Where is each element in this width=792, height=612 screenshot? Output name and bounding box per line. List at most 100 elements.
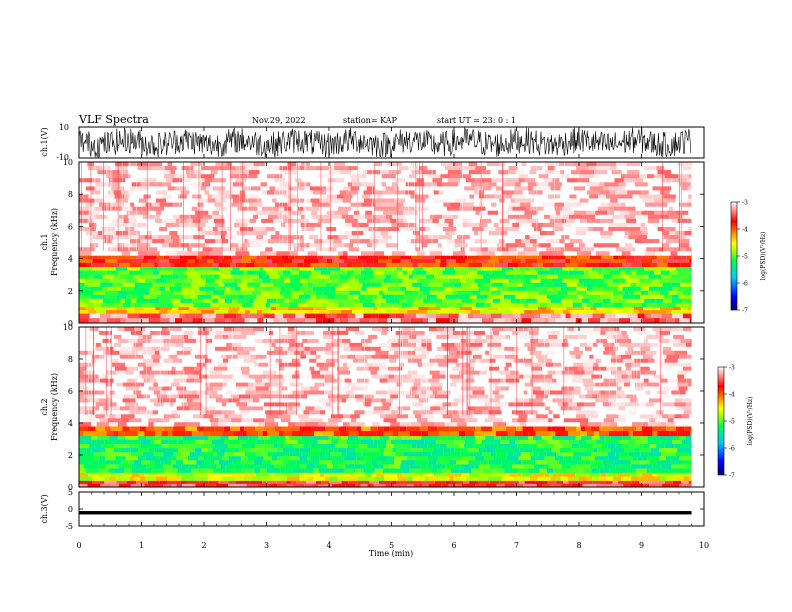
spectrogram-cell [468, 460, 481, 465]
spectrogram-cell [661, 452, 666, 457]
spectrogram-cell [630, 483, 644, 488]
spectrogram-cell [226, 231, 233, 236]
spectrogram-cell [435, 358, 448, 363]
spectrogram-cell [255, 444, 268, 449]
spectrogram-cell [515, 270, 526, 275]
spectrogram-cell [287, 346, 292, 352]
spectrogram-cell [686, 435, 692, 441]
spectrogram-cell [565, 262, 578, 267]
spectrogram-cell [269, 331, 274, 336]
colorbar-tick-label: -4 [742, 227, 748, 234]
spectrogram-cell [286, 480, 291, 485]
spectrogram-cell [316, 318, 323, 324]
spectrogram-cell [433, 186, 441, 191]
spectrogram-cell [255, 346, 261, 352]
spectrogram-cell [690, 374, 692, 379]
spectrogram-cell [173, 302, 180, 308]
spectrogram-cell [249, 331, 256, 336]
spectrogram-cell [690, 338, 692, 344]
spectrogram-cell [242, 206, 248, 212]
spectrogram-cell [145, 468, 152, 473]
spectrogram-cell [518, 262, 528, 267]
spectrogram-cell [392, 431, 399, 437]
spectrogram-cell [399, 346, 414, 352]
spectrogram-cell [171, 382, 180, 387]
spectrogram-cell [336, 472, 350, 477]
spectrogram-cell [330, 331, 337, 336]
spectrogram-cell [455, 298, 462, 304]
spectrogram-cell [273, 282, 285, 288]
spectrogram-cell [580, 218, 587, 224]
spectrogram-cell [435, 439, 448, 445]
spectrogram-cell [575, 472, 586, 477]
spectrogram-cell [508, 282, 518, 288]
spectrogram-cell [504, 202, 509, 207]
spectrogram-cell [474, 378, 489, 383]
spectrogram-cell [510, 298, 521, 304]
spectrogram-cell [582, 294, 594, 300]
spectrogram-cell [352, 460, 366, 465]
spectrogram-cell [218, 282, 225, 288]
spectrogram-cell [592, 476, 600, 481]
spectrogram-cell [470, 386, 485, 391]
spectrogram-cell [199, 480, 209, 485]
spectrogram-cell [611, 174, 622, 179]
spectrogram-cell [472, 298, 486, 304]
spectrogram-cell [392, 448, 397, 453]
spectrogram-cell [431, 218, 439, 224]
spectrogram-cell [428, 194, 434, 199]
spectrogram-cell [609, 247, 617, 252]
spectrogram-cell [412, 476, 425, 481]
spectrogram-cell [338, 439, 347, 445]
spectrogram-cell [133, 370, 140, 375]
spectrogram-cell [144, 472, 158, 477]
spectrogram-cell [195, 210, 209, 216]
spectrogram-cell [431, 342, 442, 348]
spectrogram-cell [316, 350, 325, 356]
spectrogram-cell [423, 318, 429, 324]
spectrogram-cell [269, 186, 276, 191]
spectrogram-cell [323, 366, 329, 371]
spectrogram-cell [238, 243, 243, 248]
spectrogram-cell [122, 426, 129, 432]
spectrogram-cell [113, 431, 119, 437]
spectrogram-cell [479, 255, 491, 260]
spectrogram-cell [79, 358, 92, 363]
spectrogram-cell [678, 294, 692, 300]
spectrogram-cell [187, 374, 199, 379]
spectrogram-cell [346, 439, 361, 445]
spectrogram-cell [491, 468, 505, 473]
spectrogram-cell [449, 460, 457, 465]
spectrogram-cell [309, 358, 317, 363]
spectrogram-cell [394, 435, 403, 441]
spectrogram-cell [161, 366, 172, 371]
spectrogram-cell [571, 278, 579, 283]
spectrogram-cell [255, 331, 269, 336]
spectrogram-cell [571, 378, 583, 383]
spectrogram-cell [92, 255, 98, 260]
spectrogram-cell [264, 286, 273, 292]
spectrogram-cell [334, 166, 348, 171]
spectrogram-cell [189, 444, 195, 449]
spectrogram-cell [467, 222, 480, 228]
spectrogram-cell [309, 170, 315, 175]
spectrogram-cell [347, 166, 358, 171]
spectrogram-cell [156, 182, 163, 187]
spectrogram-cell [519, 214, 533, 220]
spectrogram-cell [79, 306, 86, 311]
spectrogram-cell [675, 231, 685, 236]
spectrogram-cell [285, 439, 298, 445]
spectrogram-cell [543, 444, 554, 449]
spectrogram-cell [400, 464, 410, 469]
spectrogram-cell [140, 439, 151, 445]
spectrogram-cell [555, 350, 570, 356]
spectrogram-cell [474, 214, 483, 220]
spectrogram-cell [547, 166, 556, 171]
spectrogram-cell [383, 270, 394, 275]
spectrogram-cell [274, 472, 286, 477]
spectrogram-cell [517, 278, 521, 283]
spectrogram-cell [138, 247, 149, 252]
spectrogram-cell [290, 270, 299, 275]
spectrogram-cell [174, 262, 186, 267]
spectrogram-cell [509, 235, 518, 240]
